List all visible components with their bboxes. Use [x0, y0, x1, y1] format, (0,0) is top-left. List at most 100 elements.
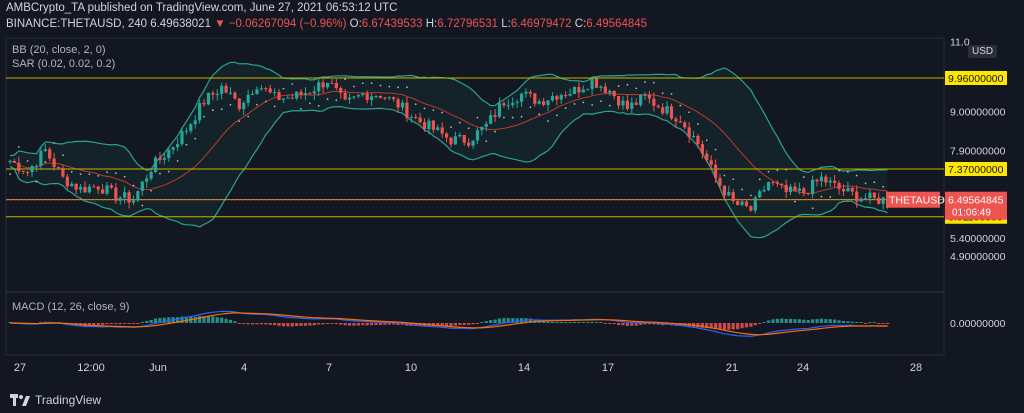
bb-indicator-label[interactable]: BB (20, close, 2, 0) — [12, 44, 106, 56]
sar-dot — [864, 182, 867, 185]
candle-body — [343, 92, 347, 100]
candle-body — [625, 100, 629, 109]
macd-histogram-bar — [92, 323, 96, 326]
macd-histogram-bar — [731, 323, 735, 330]
candle-body — [206, 92, 211, 105]
sar-dot — [458, 121, 461, 124]
macd-histogram-bar — [211, 316, 215, 323]
candle-body — [824, 176, 828, 183]
macd-histogram-bar — [56, 322, 61, 323]
candle-body — [691, 135, 696, 137]
macd-histogram-bar — [383, 323, 387, 325]
sar-dot — [520, 115, 523, 118]
candle-body — [440, 127, 444, 134]
candle-body — [127, 192, 131, 203]
macd-histogram-bar — [458, 323, 462, 325]
candle-body — [475, 130, 480, 141]
candle-body — [603, 86, 607, 93]
candle-body — [868, 192, 872, 199]
macd-histogram-bar — [96, 323, 100, 325]
candle-body — [286, 97, 290, 99]
high-value: 6.72796531 — [437, 18, 499, 30]
sar-dot — [256, 103, 258, 106]
sar-indicator-label[interactable]: SAR (0.02, 0.02, 0.2) — [12, 58, 116, 70]
sar-dot — [211, 109, 214, 112]
macd-histogram-bar — [140, 321, 144, 323]
macd-histogram-bar — [612, 323, 616, 325]
candle-body — [815, 179, 819, 182]
sar-dot — [203, 115, 205, 118]
sar-dot — [35, 180, 38, 183]
sar-dot — [220, 108, 223, 111]
candle-body — [277, 92, 281, 100]
macd-histogram-bar — [793, 319, 797, 323]
candle-body — [484, 123, 488, 127]
candle-body — [528, 91, 532, 94]
macd-histogram-bar — [489, 320, 493, 323]
macd-histogram-bar — [255, 323, 259, 325]
macd-histogram-bar — [312, 323, 316, 326]
time-axis-tick: 21 — [726, 362, 738, 374]
candle-body — [436, 127, 440, 130]
sar-dot — [53, 142, 55, 144]
candle-body — [722, 185, 727, 196]
candle-body — [696, 135, 700, 145]
open-label: O: — [349, 18, 362, 30]
candle-body — [731, 192, 735, 202]
macd-histogram-bar — [572, 322, 577, 323]
tradingview-footer[interactable]: TradingView — [10, 393, 101, 407]
macd-histogram-bar — [467, 323, 471, 325]
candle-body — [65, 176, 69, 187]
sar-dot — [600, 100, 602, 103]
candle-body — [784, 184, 788, 192]
time-axis-tick: 4 — [241, 362, 247, 374]
macd-histogram-bar — [647, 323, 652, 325]
candle-body — [506, 105, 510, 107]
sar-dot — [44, 161, 47, 163]
macd-histogram-bar — [286, 323, 290, 327]
candle-body — [881, 197, 885, 204]
candle-body — [572, 87, 577, 95]
macd-histogram-bar — [237, 323, 241, 324]
candle-body — [8, 161, 12, 163]
candle-body — [387, 97, 391, 99]
candle-body — [709, 160, 713, 165]
sar-dot — [167, 170, 170, 173]
sar-dot — [732, 178, 735, 181]
macd-indicator-label[interactable]: MACD (12, 26, close, 9) — [12, 301, 130, 313]
macd-histogram-bar — [290, 323, 294, 327]
candle-body — [153, 157, 158, 172]
macd-histogram-bar — [828, 319, 832, 323]
sar-dot — [511, 116, 514, 119]
candle-body — [171, 147, 175, 150]
candle-body — [647, 95, 652, 99]
candle-body — [414, 116, 418, 118]
macd-histogram-bar — [788, 318, 793, 323]
macd-histogram-bar — [722, 323, 727, 331]
time-axis-tick: 12:00 — [77, 362, 105, 374]
close-label: C: — [574, 18, 587, 30]
candle-body — [118, 197, 122, 201]
candle-body — [594, 78, 599, 88]
price-axis-tick: 11.0 — [950, 36, 970, 48]
publisher-name[interactable]: AMBCrypto_TA — [6, 2, 85, 14]
macd-histogram-bar — [145, 320, 149, 323]
sar-dot — [317, 104, 320, 107]
candle-body — [101, 189, 105, 194]
candle-body — [211, 92, 215, 95]
candle-body — [806, 193, 810, 195]
candle-body — [546, 100, 550, 105]
candle-body — [242, 102, 246, 110]
candle-body — [775, 182, 779, 184]
candle-body — [652, 98, 656, 106]
bb-basis-line — [9, 90, 888, 194]
macd-histogram-bar — [259, 323, 263, 325]
sar-dot — [652, 81, 655, 84]
currency-badge[interactable]: USD — [968, 45, 998, 58]
candle-body — [819, 176, 824, 182]
sar-dot — [635, 87, 638, 90]
candle-body — [718, 178, 722, 186]
macd-histogram-bar — [643, 323, 647, 325]
candle-body — [489, 115, 493, 124]
